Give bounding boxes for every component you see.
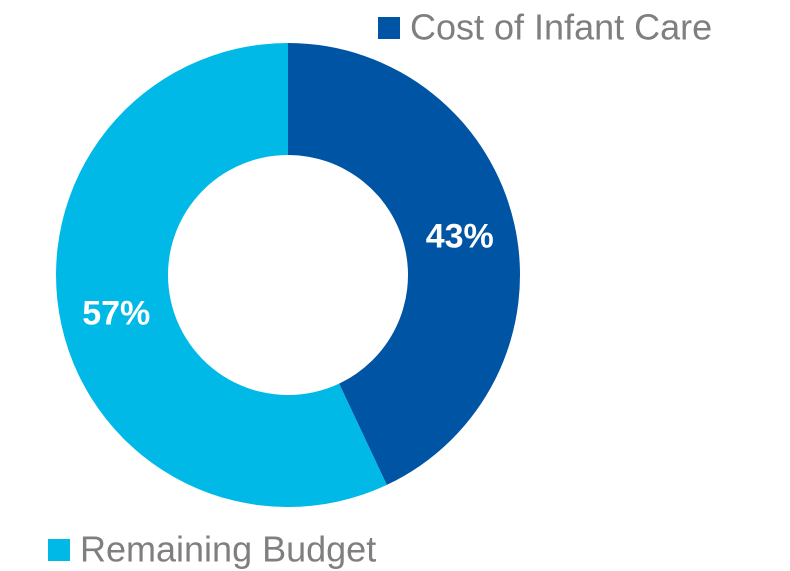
- value-label: 57%: [82, 294, 150, 332]
- legend-label: Remaining Budget: [80, 529, 376, 570]
- legend-label: Cost of Infant Care: [410, 7, 712, 48]
- legend-swatch: [48, 539, 70, 561]
- donut-slice: [288, 43, 521, 485]
- donut-slice: [56, 43, 387, 507]
- legend-swatch: [378, 17, 400, 39]
- value-label: 43%: [426, 218, 494, 256]
